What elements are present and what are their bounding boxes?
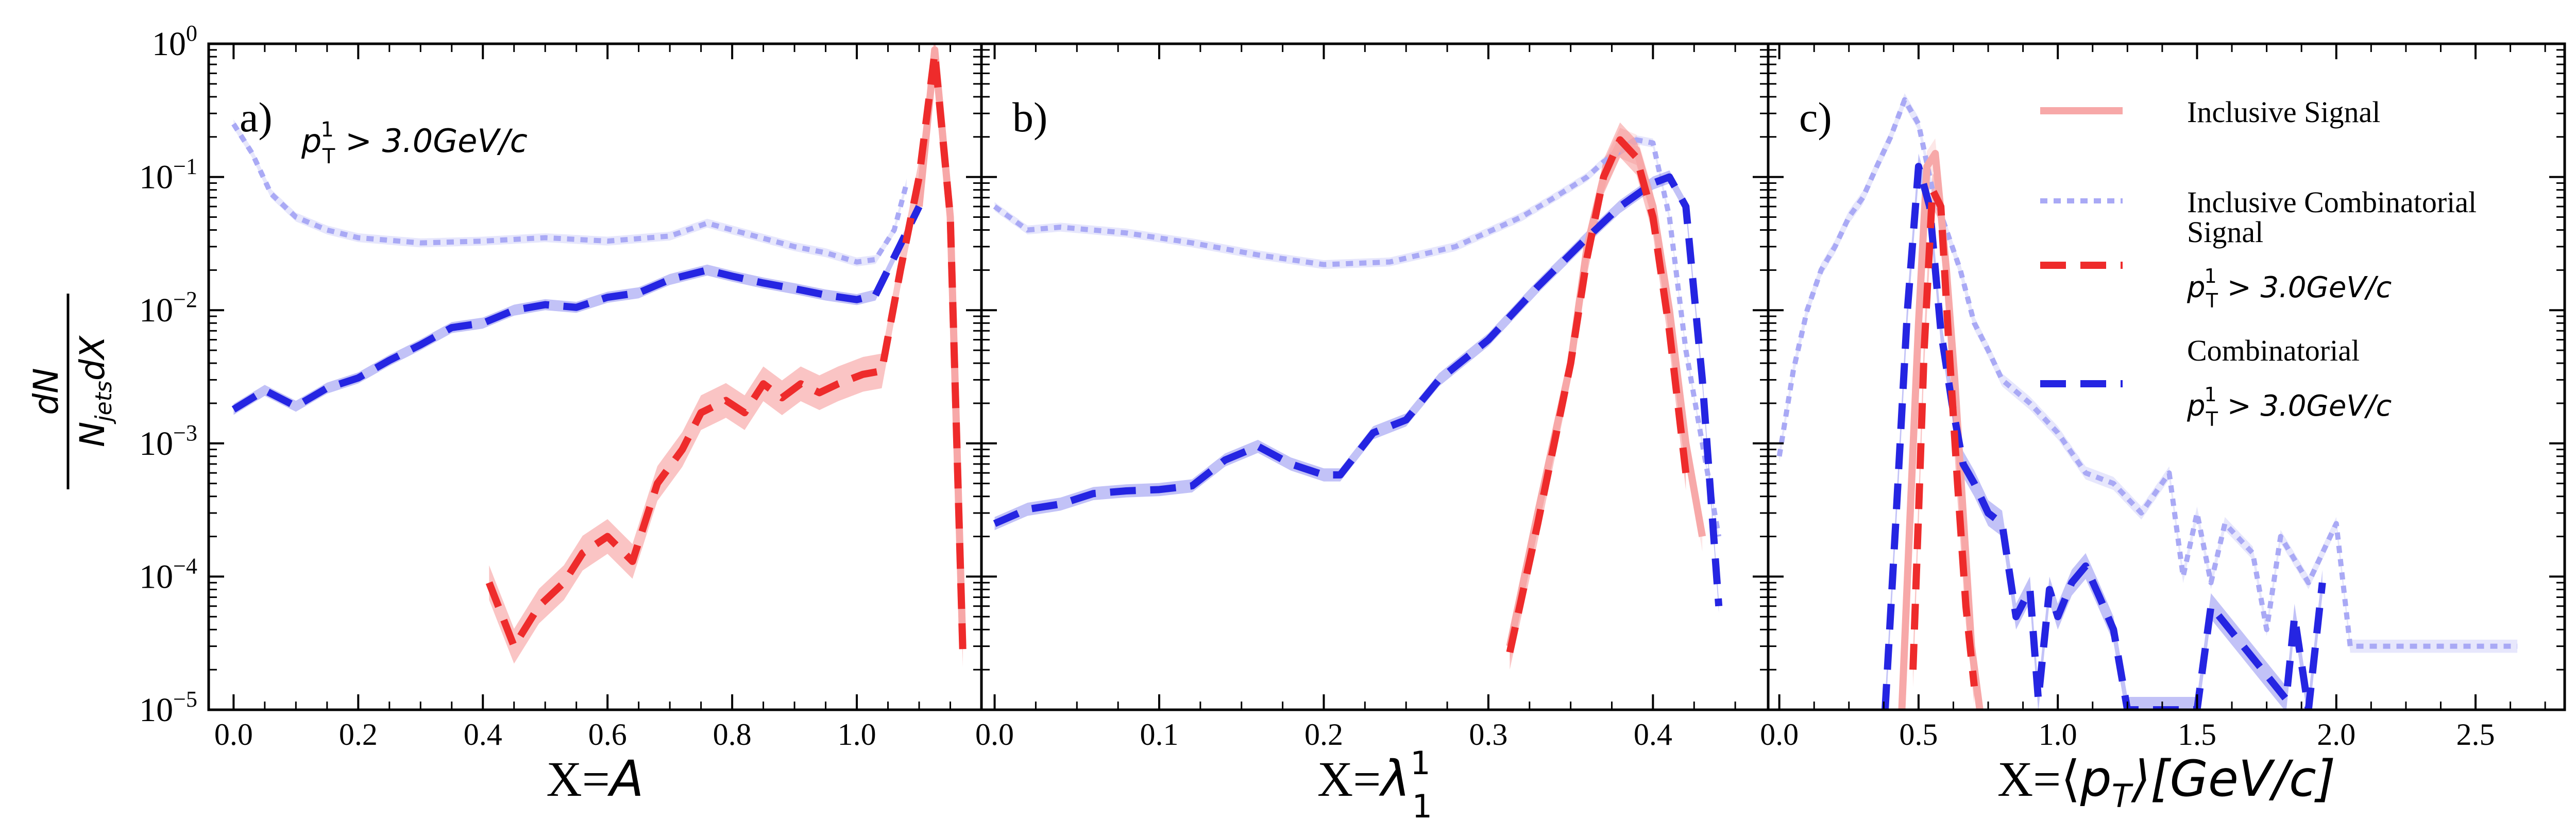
y-tick-label: 10−2 [139, 287, 197, 329]
series-line-inclusive-combinatorial [1776, 97, 2518, 649]
x-tick-label: 0.1 [1140, 718, 1179, 751]
x-tick-label: 0.2 [339, 718, 378, 751]
panel-label: c) [1799, 94, 1832, 141]
x-tick-label: 0.3 [1469, 718, 1507, 751]
x-tick-label: 1.0 [2039, 718, 2077, 751]
x-tick-label: 0.6 [588, 718, 627, 751]
y-tick-label: 10−5 [139, 687, 197, 729]
y-tick-label: 10−3 [139, 420, 197, 463]
series-line-signal [1909, 186, 1978, 687]
series-line-combinatorial [231, 204, 923, 413]
legend-cut-label: p1 T > 3.0GeV/c [2187, 265, 2392, 312]
x-tick-label: 1.5 [2178, 718, 2216, 751]
x-axis-label: X=⟨pT⟩[GeV/c] [1997, 750, 2335, 815]
band-signal [489, 44, 963, 668]
x-tick-label: 0.4 [1634, 718, 1672, 751]
panel-c: 0.0 0.5 1.0 1.5 2.0 2.5 c) X=⟨pT⟩[GeV/c] [1760, 42, 2566, 815]
y-axis-label: dN NjetsdX [26, 294, 117, 489]
series-line-combinatorial [1882, 163, 2326, 710]
legend-cut-label: p1 T > 3.0GeV/c [2187, 383, 2392, 431]
series-line-signal [1506, 136, 1690, 653]
y-label-denominator: NjetsdX [73, 335, 117, 447]
x-tick-label: 0.0 [975, 718, 1014, 751]
series-line-combinatorial [993, 173, 1723, 607]
band-inclusive-combinatorial [994, 135, 1719, 541]
legend-label: Inclusive Signal [2187, 95, 2380, 129]
y-label-numerator: dN [26, 368, 66, 415]
x-tick-label: 0.2 [1304, 718, 1343, 751]
x-axis-label: X=A [546, 750, 643, 808]
series-line-signal [485, 49, 967, 651]
legend-item-inclusive-combinatorial: Inclusive Combinatorial [2040, 185, 2477, 219]
legend-item-signal: Signal p1 T > 3.0GeV/c [2040, 215, 2392, 312]
x-axis-label: X=λ1 1 [1317, 744, 1432, 825]
y-tick-label: 10−4 [139, 553, 197, 595]
y-tick-label: 100 [152, 21, 197, 63]
x-tick-label: 0.0 [1760, 718, 1799, 751]
x-tick-label: 0.8 [713, 718, 752, 751]
legend-label: Signal [2187, 215, 2263, 249]
legend-label: Combinatorial [2187, 334, 2360, 367]
x-tick-label: 1.0 [838, 718, 876, 751]
plot-area [1776, 93, 2518, 710]
panel-label: b) [1012, 94, 1047, 141]
axes-frame [1767, 42, 2566, 711]
x-tick-label: 0.4 [464, 718, 502, 751]
x-tick-label: 2.5 [2456, 718, 2495, 751]
panel-a: 100 10−1 10−2 10−3 10−4 10−5 0.0 0.2 0.4 0.6 0.8 1.… [139, 21, 983, 808]
series-line-inclusive-combinatorial [231, 123, 909, 265]
panel-label: a) [240, 94, 273, 141]
y-tick-label: 10−1 [139, 154, 197, 196]
series-line-inclusive-combinatorial [993, 137, 1722, 537]
legend-label: Inclusive Combinatorial [2187, 185, 2477, 219]
legend-item-combinatorial: Combinatorial p1 T > 3.0GeV/c [2040, 334, 2392, 431]
panel-b: 0.0 0.1 0.2 0.3 0.4 b) X=λ1 1 [975, 42, 1770, 825]
legend: Inclusive Signal Inclusive CombinatorialS… [2040, 95, 2477, 431]
x-tick-label: 0.5 [1899, 718, 1938, 751]
cut-annotation: p1 T > 3.0GeV/c [301, 118, 528, 168]
plot-area [993, 122, 1723, 670]
band-combinatorial [994, 170, 1719, 613]
x-tick-label: 2.0 [2317, 718, 2355, 751]
legend-item-inclusive-signal: Inclusive Signal [2040, 95, 2380, 129]
plot-area [231, 44, 967, 668]
x-tick-label: 0.0 [214, 718, 253, 751]
